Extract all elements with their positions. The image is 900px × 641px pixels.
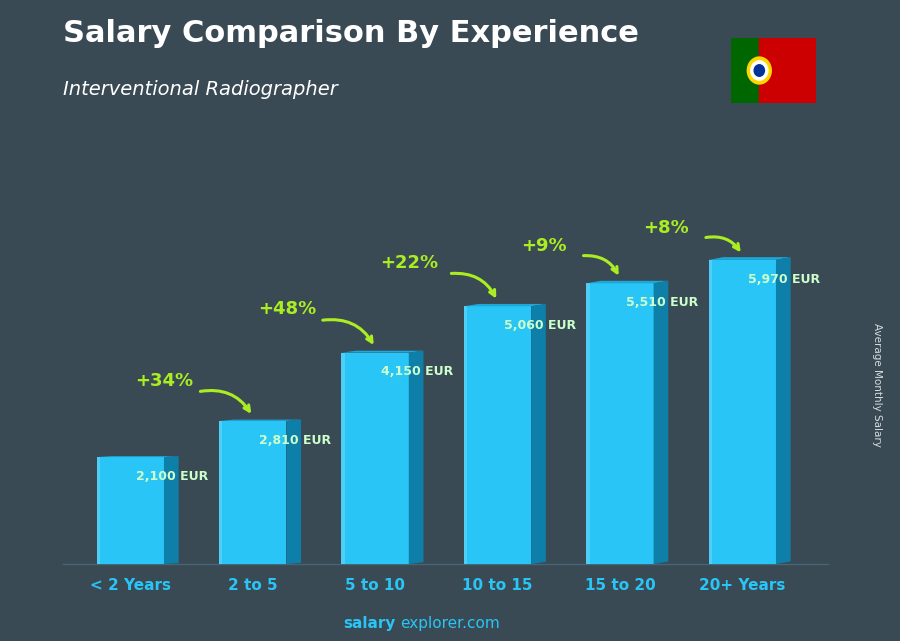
Text: +34%: +34% xyxy=(136,372,194,390)
FancyBboxPatch shape xyxy=(464,306,531,564)
Text: +48%: +48% xyxy=(258,301,316,319)
Text: salary: salary xyxy=(344,617,396,631)
FancyBboxPatch shape xyxy=(708,260,776,564)
Polygon shape xyxy=(653,281,669,564)
Bar xyxy=(731,38,760,103)
Text: +8%: +8% xyxy=(644,219,689,237)
Circle shape xyxy=(747,57,771,84)
Text: 5,970 EUR: 5,970 EUR xyxy=(749,272,821,286)
FancyBboxPatch shape xyxy=(219,421,222,564)
Bar xyxy=(760,38,816,103)
Text: explorer.com: explorer.com xyxy=(400,617,500,631)
FancyBboxPatch shape xyxy=(96,457,164,564)
Text: +9%: +9% xyxy=(521,237,567,254)
Text: 5,510 EUR: 5,510 EUR xyxy=(626,296,698,309)
Polygon shape xyxy=(219,420,302,421)
FancyBboxPatch shape xyxy=(586,283,590,564)
Text: 2,100 EUR: 2,100 EUR xyxy=(137,470,209,483)
Text: +22%: +22% xyxy=(381,254,438,272)
FancyBboxPatch shape xyxy=(586,283,653,564)
Polygon shape xyxy=(164,456,179,564)
Polygon shape xyxy=(341,351,424,353)
Text: 4,150 EUR: 4,150 EUR xyxy=(382,365,454,378)
Polygon shape xyxy=(286,420,302,564)
FancyBboxPatch shape xyxy=(219,421,286,564)
Text: Salary Comparison By Experience: Salary Comparison By Experience xyxy=(63,19,639,48)
FancyBboxPatch shape xyxy=(341,353,345,564)
Polygon shape xyxy=(776,257,791,564)
Text: Average Monthly Salary: Average Monthly Salary xyxy=(872,322,883,447)
Text: 5,060 EUR: 5,060 EUR xyxy=(504,319,576,332)
Circle shape xyxy=(754,65,764,76)
Circle shape xyxy=(751,61,768,80)
Polygon shape xyxy=(708,257,791,260)
FancyBboxPatch shape xyxy=(341,353,409,564)
FancyBboxPatch shape xyxy=(708,260,712,564)
Polygon shape xyxy=(531,304,546,564)
FancyBboxPatch shape xyxy=(464,306,467,564)
Polygon shape xyxy=(586,281,669,283)
Polygon shape xyxy=(464,304,546,306)
Polygon shape xyxy=(96,456,179,457)
Text: 2,810 EUR: 2,810 EUR xyxy=(259,434,331,447)
Polygon shape xyxy=(409,351,424,564)
Text: Interventional Radiographer: Interventional Radiographer xyxy=(63,80,338,99)
FancyBboxPatch shape xyxy=(96,457,100,564)
